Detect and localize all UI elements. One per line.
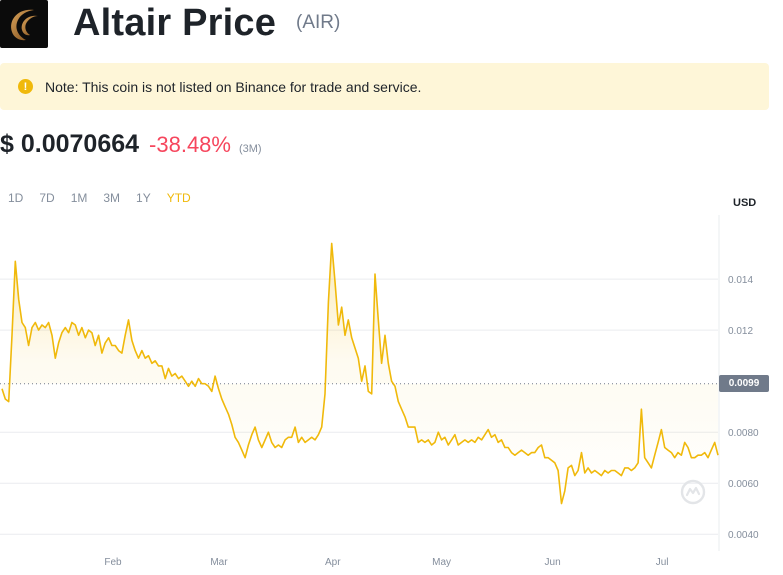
x-tick-label: Jul <box>656 557 669 568</box>
price-chart[interactable]: 0.014 0.012 0.0080 0.0060 0.0040 Feb Mar Apr Ma… <box>0 215 783 575</box>
notice-text: Note: This coin is not listed on Binance… <box>45 78 422 95</box>
coinmarketcap-watermark-icon <box>679 478 707 506</box>
price-change: -38.48% <box>149 132 231 157</box>
y-tick-label: 0.012 <box>728 326 753 337</box>
range-tab-7d[interactable]: 7D <box>39 191 55 205</box>
altair-logo-icon <box>0 0 48 48</box>
range-tab-1m[interactable]: 1M <box>70 191 88 205</box>
price-line <box>1 242 719 505</box>
x-tick-label: Jun <box>545 557 561 568</box>
page-title: Altair Price <box>73 2 277 44</box>
current-price: $ 0.0070664 <box>0 130 140 158</box>
change-period: (3M) <box>238 143 262 155</box>
current-price-tag: 0.0099 <box>719 375 769 393</box>
x-tick-label: May <box>432 557 451 568</box>
range-tab-1y[interactable]: 1Y <box>136 191 151 205</box>
x-tick-label: Mar <box>210 557 228 568</box>
range-tab-3m[interactable]: 3M <box>103 191 121 205</box>
y-tick-label: 0.0040 <box>728 530 759 541</box>
altair-logo-graphic <box>11 9 38 41</box>
y-tick-label: 0.0060 <box>728 479 759 490</box>
currency-label: USD <box>733 197 757 209</box>
range-tabs: 1D 7D 1M 3M 1Y YTD <box>0 191 199 205</box>
x-tick-label: Apr <box>325 557 341 568</box>
price-summary: $ 0.0070664 -38.48% (3M) <box>0 130 262 159</box>
range-tab-ytd[interactable]: YTD <box>166 191 191 205</box>
range-tab-1d[interactable]: 1D <box>8 191 24 205</box>
price-chart-svg: 0.014 0.012 0.0080 0.0060 0.0040 Feb Mar Apr Ma… <box>0 215 759 568</box>
notice-banner: ! Note: This coin is not listed on Binan… <box>0 63 769 110</box>
x-tick-label: Feb <box>104 557 122 568</box>
y-tick-label: 0.014 <box>728 275 753 286</box>
y-tick-label: 0.0080 <box>728 428 759 439</box>
warning-icon: ! <box>18 79 33 94</box>
coin-symbol: (AIR) <box>296 12 341 33</box>
